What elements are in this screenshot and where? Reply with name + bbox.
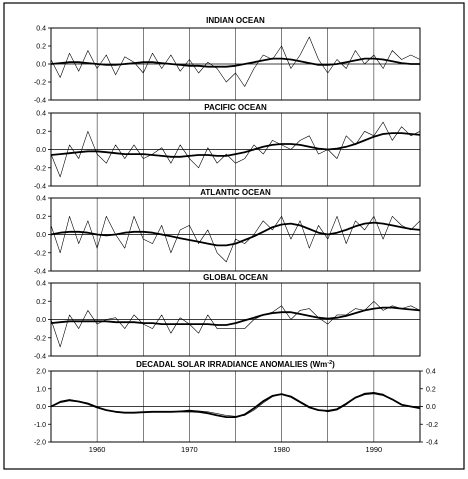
panel-1-ytick-label-4: -0.4 — [34, 98, 46, 105]
panel-4-ytick-label-4: -0.4 — [34, 354, 46, 361]
panel-3: ATLANTIC OCEAN 0.4 0.2 0.0 -0.2 -0.4 — [34, 188, 421, 276]
panel-4-ytick-label-3: -0.2 — [34, 335, 46, 342]
panel-4-title: GLOBAL OCEAN — [203, 273, 268, 282]
panel-5-ytick-right-label-3: -0.2 — [426, 422, 438, 429]
panel-3-title: ATLANTIC OCEAN — [200, 188, 271, 197]
panel-5-ytick-label-3: -1.0 — [34, 422, 46, 429]
panel-5-xtick-label-1: 1970 — [181, 445, 198, 454]
panel-2-series-thin-line — [50, 121, 421, 178]
panel-5-ytick-label-0: 2.0 — [36, 369, 46, 376]
panel-4-series-smooth-line — [50, 306, 421, 326]
panel-1-ytick-label-2: 0.0 — [36, 62, 46, 69]
panel-2: PACIFIC OCEAN 0.4 0.2 0.0 -0.2 -0.4 — [34, 103, 421, 191]
panel-3-series-thin-line — [50, 216, 421, 263]
panel-3-series-smooth-line — [50, 221, 421, 247]
panel-1-title: INDIAN OCEAN — [206, 16, 265, 25]
panel-2-ytick-label-3: -0.2 — [34, 165, 46, 172]
panel-2-title: PACIFIC OCEAN — [204, 103, 267, 112]
panel-5-xtick-label-2: 1980 — [273, 445, 290, 454]
panel-3-ytick-label-4: -0.4 — [34, 269, 46, 276]
panel-1-series-thin-line — [50, 36, 421, 87]
panel-1-ytick-label-0: 0.4 — [36, 26, 46, 33]
figure-border — [3, 2, 465, 470]
panel-5-ytick-right-label-4: -0.4 — [426, 440, 438, 447]
panel-5-ytick-right-label-1: 0.2 — [426, 386, 436, 393]
panel-5-ytick-right-label-0: 0.4 — [426, 369, 436, 376]
panel-4-ytick-label-0: 0.4 — [36, 281, 46, 288]
panel-1: INDIAN OCEAN 0.4 0.2 0.0 -0.2 -0.4 — [34, 16, 421, 105]
panel-5-xtick-label-0: 1960 — [89, 445, 106, 454]
panel-3-ytick-label-1: 0.2 — [36, 214, 46, 221]
panel-1-ytick-label-3: -0.2 — [34, 80, 46, 87]
panel-5-title: DECADAL SOLAR IRRADIANCE ANOMALIES (Wm-2… — [136, 360, 335, 369]
panel-5-title-superscript: -2 — [327, 360, 332, 366]
panel-5-ytick-label-1: 1.0 — [36, 386, 46, 393]
panel-1-ytick-label-1: 0.2 — [36, 44, 46, 51]
panel-3-ytick-label-0: 0.4 — [36, 196, 46, 203]
panel-5: DECADAL SOLAR IRRADIANCE ANOMALIES (Wm-2… — [34, 360, 438, 454]
panel-5-xtick-label-3: 1990 — [366, 445, 383, 454]
panel-5-ytick-label-4: -2.0 — [34, 440, 46, 447]
panel-4-series-thin-line — [50, 300, 421, 348]
panel-3-ytick-label-2: 0.0 — [36, 232, 46, 239]
panel-2-ytick-label-4: -0.4 — [34, 184, 46, 191]
panel-2-ytick-label-1: 0.2 — [36, 129, 46, 136]
panel-2-ytick-label-0: 0.4 — [36, 111, 46, 118]
panel-3-ytick-label-3: -0.2 — [34, 250, 46, 257]
panel-4-ytick-label-1: 0.2 — [36, 299, 46, 306]
panel-2-series-smooth-line — [50, 132, 421, 158]
panel-4-ytick-label-2: 0.0 — [36, 317, 46, 324]
panel-4: GLOBAL OCEAN 0.4 0.2 0.0 -0.2 -0.4 — [34, 273, 421, 361]
panel-5-ytick-right-label-2: 0.0 — [426, 404, 436, 411]
panel-1-series-smooth-line — [50, 57, 420, 68]
panel-2-ytick-label-2: 0.0 — [36, 147, 46, 154]
panel-5-series-smooth-line — [50, 392, 421, 419]
panel-5-title-suffix: ) — [332, 360, 335, 369]
panel-5-ytick-label-2: 0.0 — [36, 404, 46, 411]
